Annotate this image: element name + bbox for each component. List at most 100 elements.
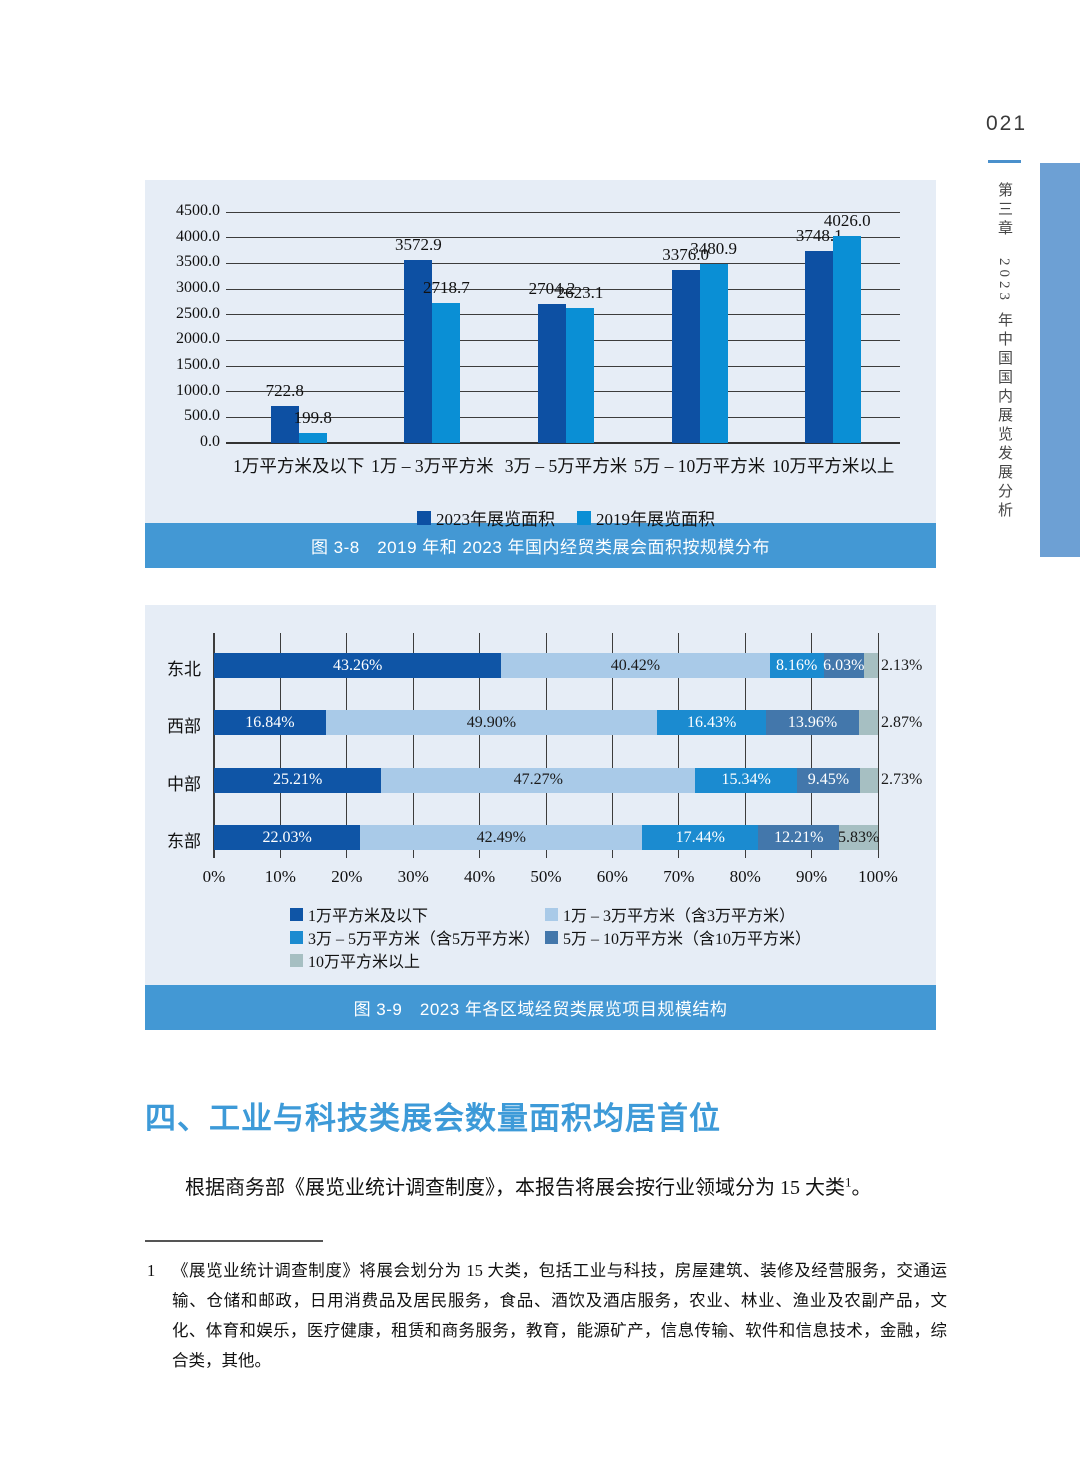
bar-2019年展览面积-10万平方米以上 bbox=[833, 236, 862, 443]
x-axis-tick-label: 20% bbox=[331, 867, 363, 886]
row-label-东部: 东部 bbox=[167, 832, 201, 851]
segment-3万 – 5万平方米（含5万平方米）: 15.34% bbox=[695, 767, 798, 793]
gridline-y-3000 bbox=[226, 288, 900, 290]
x-axis-tick-label: 0% bbox=[202, 867, 226, 886]
x-axis-tick-label: 50% bbox=[530, 867, 562, 886]
segment-3万 – 5万平方米（含5万平方米）: 16.43% bbox=[657, 710, 767, 736]
x-axis-tick-label: 30% bbox=[397, 867, 429, 886]
section-heading: 四、工业与科技类展会数量面积均居首位 bbox=[145, 1101, 721, 1136]
legend-label: 5万 – 10万平方米（含10万平方米） bbox=[563, 931, 812, 948]
segment-value-label: 42.49% bbox=[476, 828, 526, 846]
segment-value-label: 6.03% bbox=[823, 656, 865, 674]
segment-5万 – 10万平方米（含10万平方米）: 12.21% bbox=[758, 825, 840, 850]
figure-3-8-panel: 0.0 500.0 1000.0 1500.0 2000.0 2500.0 3000.0 35… bbox=[145, 180, 936, 568]
segment-1万平方米及以下: 43.26% bbox=[214, 653, 502, 678]
bar-value-label: 2704.2 bbox=[528, 279, 576, 299]
chart1-legend: 2023年展览面积 2019年展览面积 bbox=[232, 505, 900, 530]
gridline-y-0 bbox=[226, 442, 900, 444]
legend-label: 1万平方米及以下 bbox=[308, 908, 429, 925]
x-axis-tick-label: 60% bbox=[596, 867, 628, 886]
gridline-x-0% bbox=[213, 633, 215, 858]
paragraph-period: 。 bbox=[851, 1177, 872, 1199]
bar-value-label: 2718.7 bbox=[423, 278, 470, 298]
legend-label: 2019年展览面积 bbox=[596, 510, 715, 529]
gridline-y-4500 bbox=[226, 211, 900, 213]
segment-value-label: 8.16% bbox=[776, 656, 818, 674]
legend-swatch bbox=[577, 510, 591, 525]
legend-item-1万平方米及以下: 1万平方米及以下 bbox=[290, 902, 428, 926]
legend-swatch bbox=[290, 907, 303, 921]
paragraph-text: 根据商务部《展览业统计调查制度》，本报告将展会按行业领域分为 15 大类 bbox=[185, 1177, 845, 1199]
bar-2023年展览面积-10万平方米以上 bbox=[805, 250, 834, 443]
segment-value-label: 17.44% bbox=[675, 828, 725, 846]
sidebar-divider bbox=[988, 160, 1021, 163]
x-axis-tick-label: 40% bbox=[464, 867, 496, 886]
y-axis-tick-label: 2000.0 bbox=[176, 330, 220, 348]
gridline-x-40% bbox=[479, 633, 481, 858]
chapter-vertical-title: 第三章 2023 年中国国内展览发展分析 bbox=[996, 182, 1012, 521]
legend-label: 1万 – 3万平方米（含3万平方米） bbox=[563, 908, 796, 925]
grouped-bar-chart: 0.0 500.0 1000.0 1500.0 2000.0 2500.0 3000.0 35… bbox=[145, 180, 936, 529]
segment-5万 – 10万平方米（含10万平方米）: 9.45% bbox=[797, 767, 860, 793]
legend-swatch bbox=[290, 930, 303, 944]
row-label-西部: 西部 bbox=[167, 717, 201, 737]
figure-3-9-panel: 0% 10% 20% 30% 40% 50% 60% 70% 80% 90% 100% 东北 43.26… bbox=[145, 605, 936, 1030]
bar-value-label: 722.8 bbox=[265, 380, 304, 400]
x-category-label: 1万 – 3万平方米 bbox=[371, 456, 494, 476]
bar-2019年展览面积-3万 – 5万平方米 bbox=[566, 308, 594, 443]
segment-value-label: 16.84% bbox=[245, 713, 295, 731]
footnote: 1 《展览业统计调查制度》将展会划分为 15 大类，包括工业与科技，房屋建筑、装… bbox=[145, 1256, 947, 1376]
segment-value-label: 15.34% bbox=[721, 771, 771, 789]
gridline-y-3500 bbox=[226, 262, 900, 264]
bar-value-label: 3480.9 bbox=[690, 239, 737, 259]
gridline-x-80% bbox=[744, 633, 746, 858]
segment-value-label: 5.83% bbox=[837, 828, 880, 846]
segment-value-label: 16.43% bbox=[687, 713, 737, 731]
y-axis-tick-label: 1500.0 bbox=[176, 356, 220, 373]
figure-3-9-caption: 图 3-9 2023 年各区域经贸类展览项目规模结构 bbox=[145, 985, 936, 1030]
x-category-label: 10万平方米以上 bbox=[771, 456, 895, 476]
bar-2023年展览面积-5万 – 10万平方米 bbox=[671, 269, 700, 443]
legend-item-5万 – 10万平方米（含10万平方米）: 5万 – 10万平方米（含10万平方米） bbox=[545, 925, 811, 949]
y-axis-tick-label: 0.0 bbox=[200, 433, 220, 450]
bar-value-label: 199.8 bbox=[293, 407, 332, 427]
y-axis-tick-label: 3500.0 bbox=[176, 253, 220, 271]
gridline-x-20% bbox=[346, 633, 348, 858]
bar-2023年展览面积-1万 – 3万平方米 bbox=[404, 259, 433, 443]
bar-value-label: 3376.0 bbox=[662, 244, 709, 264]
segment-value-label: 49.90% bbox=[466, 713, 517, 731]
footnote-marker: 1 bbox=[147, 1261, 156, 1280]
bar-value-label: 4026.0 bbox=[823, 211, 871, 231]
y-axis-tick-label: 1000.0 bbox=[176, 381, 220, 399]
segment-value-label: 9.45% bbox=[807, 771, 850, 789]
gridline-y-4000 bbox=[226, 237, 900, 239]
legend-item-3万 – 5万平方米（含5万平方米）: 3万 – 5万平方米（含5万平方米） bbox=[290, 925, 540, 949]
segment-1万 – 3万平方米（含3万平方米）: 42.49% bbox=[360, 825, 643, 850]
bar-2019年展览面积-1万平方米及以下 bbox=[298, 432, 327, 443]
gridline-x-10% bbox=[279, 633, 281, 858]
x-axis-tick-label: 80% bbox=[729, 867, 761, 886]
segment-5万 – 10万平方米（含10万平方米）: 6.03% bbox=[823, 653, 865, 678]
legend-swatch bbox=[545, 907, 558, 921]
stacked-bar-东北: 43.26% 40.42% 8.16% 6.03% 2.13% bbox=[214, 653, 922, 678]
legend-label: 10万平方米以上 bbox=[308, 954, 421, 971]
segment-5万 – 10万平方米（含10万平方米）: 13.96% bbox=[766, 710, 859, 736]
x-axis-tick-label: 70% bbox=[663, 867, 695, 886]
footnote-text: 《展览业统计调查制度》将展会划分为 15 大类，包括工业与科技，房屋建筑、装修及… bbox=[172, 1261, 947, 1371]
legend-item-1万 – 3万平方米（含3万平方米）: 1万 – 3万平方米（含3万平方米） bbox=[545, 902, 795, 926]
gridline-x-100% bbox=[877, 633, 879, 858]
legend-item-2023年展览面积: 2023年展览面积 bbox=[417, 505, 555, 530]
bar-2023年展览面积-3万 – 5万平方米 bbox=[538, 304, 566, 443]
segment-value-label: 12.21% bbox=[774, 828, 824, 846]
stacked-bar-中部: 25.21% 47.27% 15.34% 9.45% 2.73% bbox=[214, 767, 922, 793]
segment-value-label: 40.42% bbox=[610, 656, 661, 674]
segment-1万平方米及以下: 22.03% bbox=[214, 825, 361, 850]
stacked-bar-chart: 0% 10% 20% 30% 40% 50% 60% 70% 80% 90% 100% 东北 43.26… bbox=[145, 605, 936, 985]
y-axis-tick-label: 4000.0 bbox=[176, 227, 220, 245]
legend-item-2019年展览面积: 2019年展览面积 bbox=[577, 505, 715, 530]
bar-value-label: 2623.1 bbox=[556, 283, 604, 303]
x-axis-tick-label: 100% bbox=[858, 867, 898, 886]
segment-10万平方米以上: 2.13% bbox=[863, 653, 922, 678]
gridline-x-70% bbox=[678, 633, 680, 858]
